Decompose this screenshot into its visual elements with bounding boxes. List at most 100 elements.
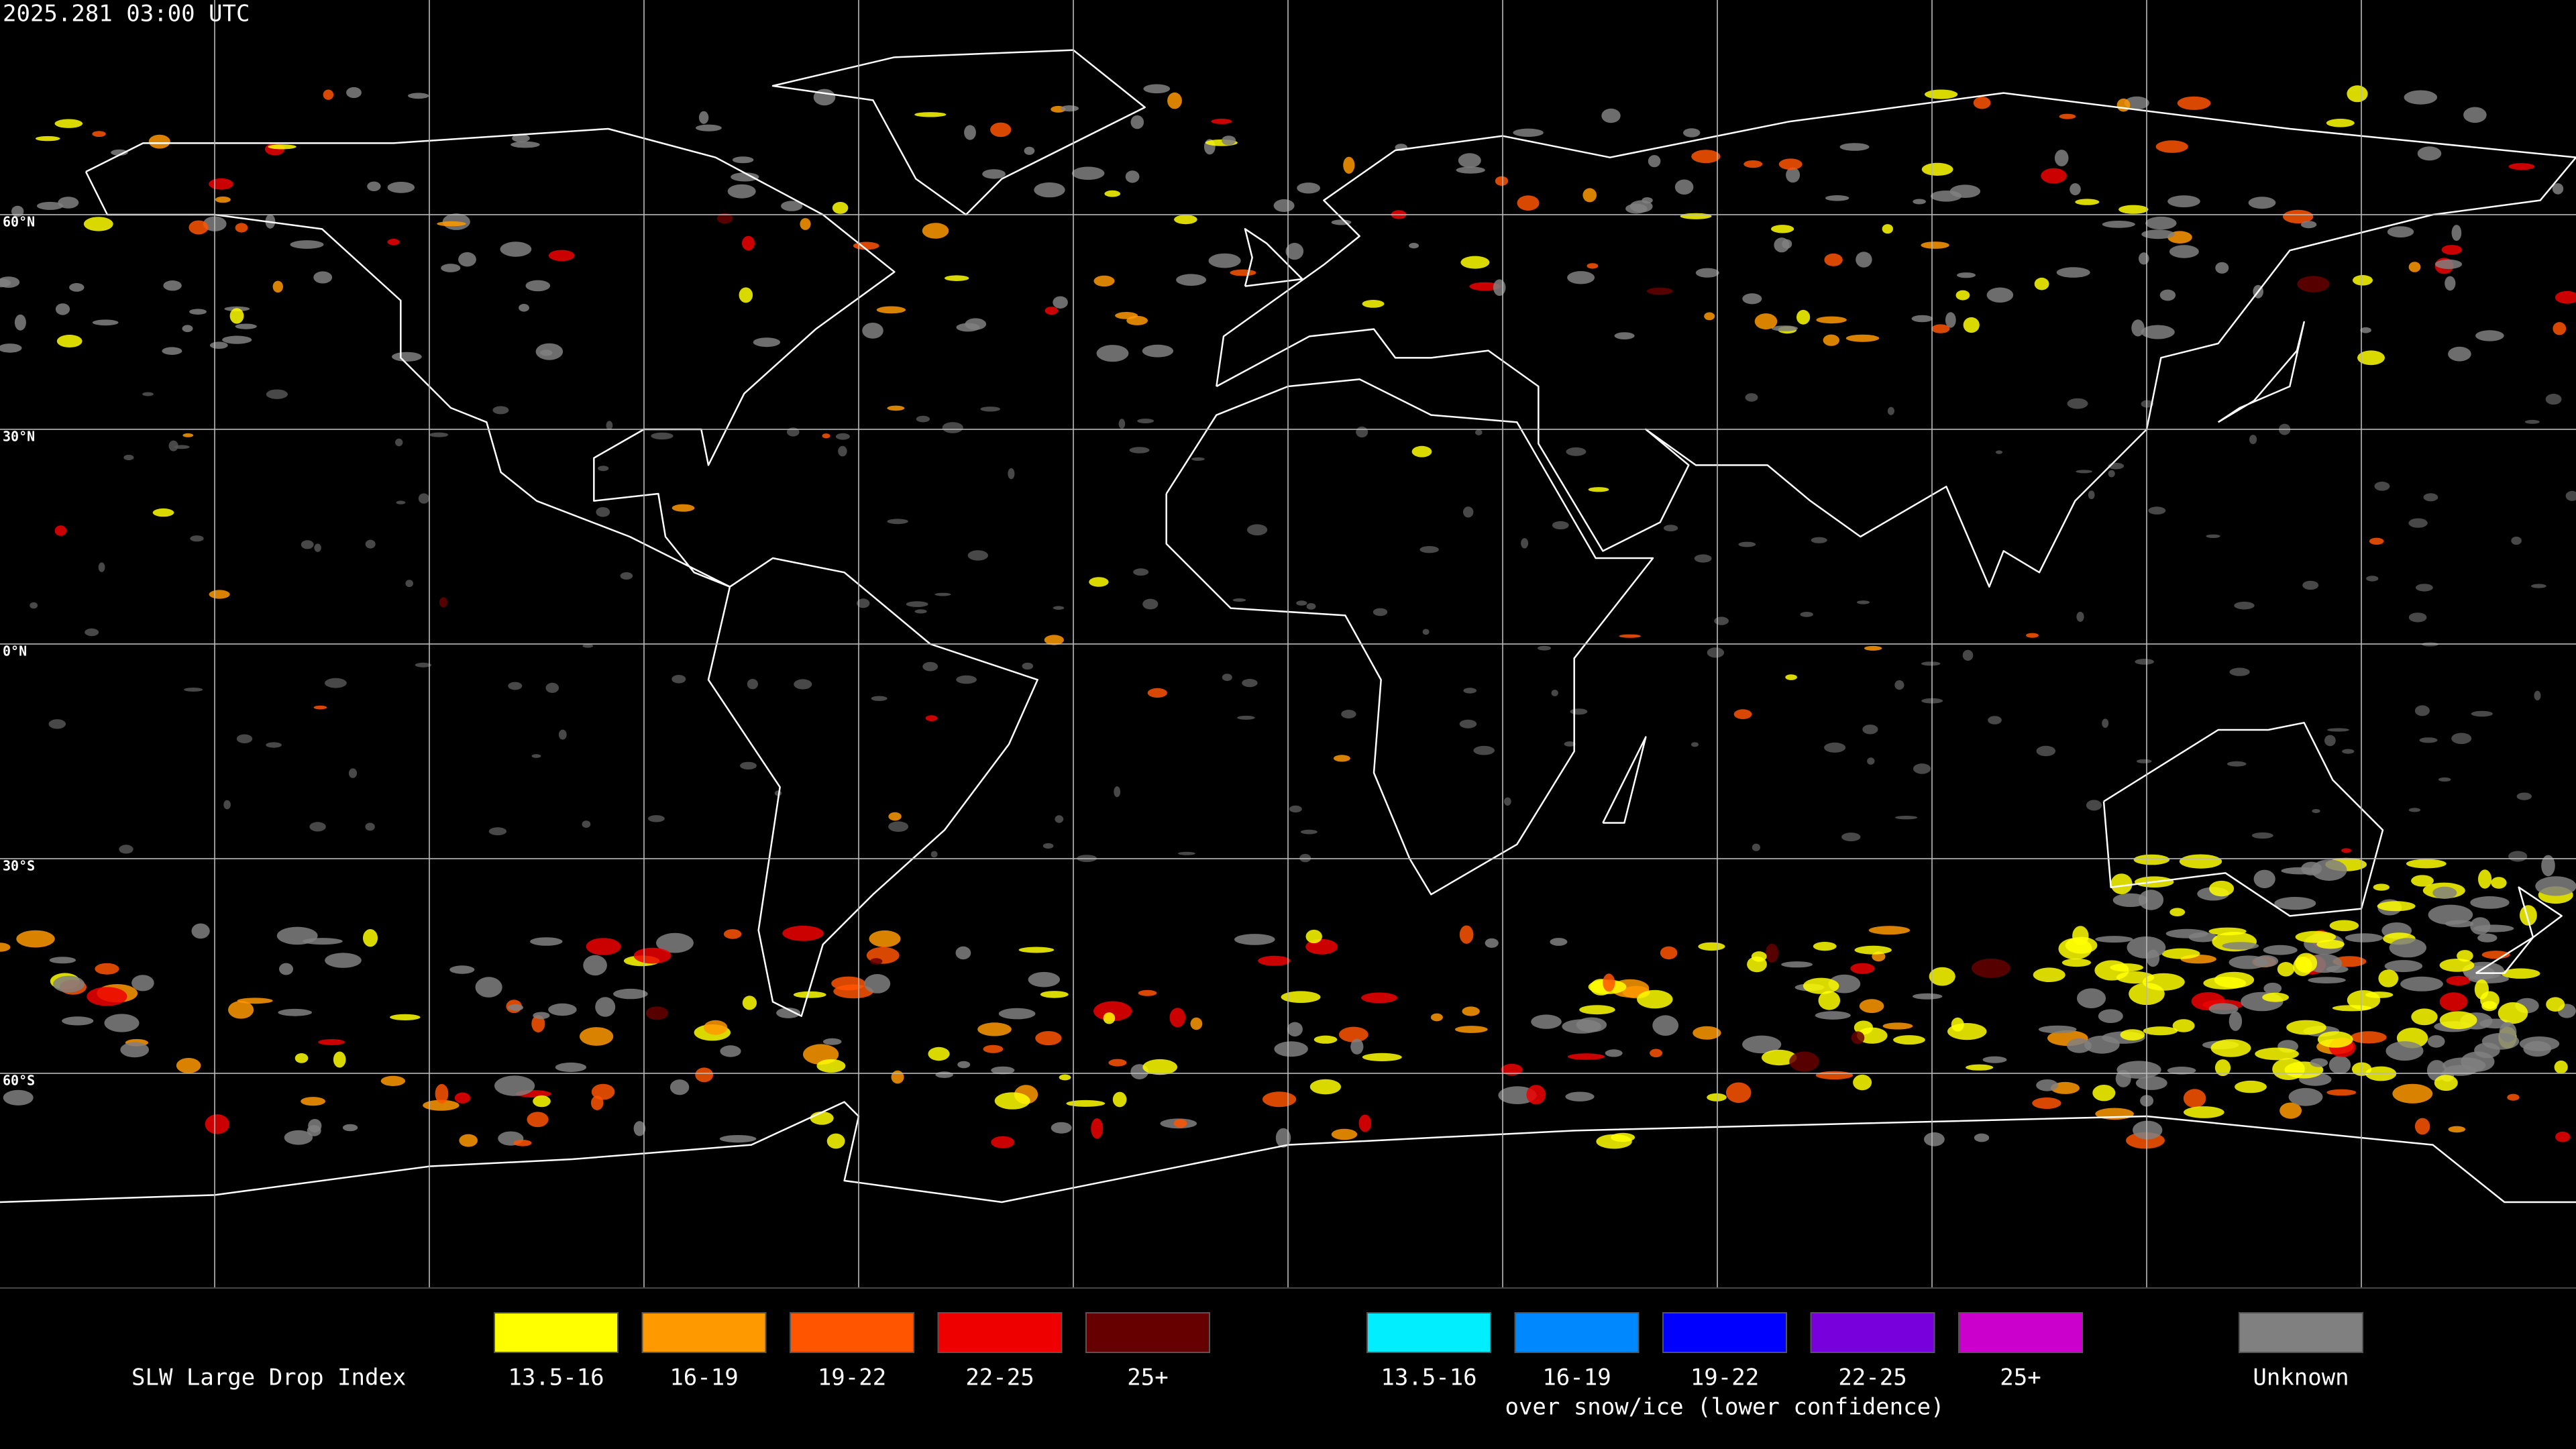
cloud-patch <box>2448 346 2471 362</box>
cloud-patch <box>1663 525 1678 532</box>
cloud-patch <box>2214 1059 2231 1077</box>
cloud-patch <box>2067 398 2088 409</box>
coastline <box>1602 736 1647 824</box>
cloud-patch <box>2110 963 2143 972</box>
cloud-patch <box>990 122 1012 138</box>
cloud-patch <box>30 602 38 609</box>
cloud-patch <box>1526 1085 1546 1105</box>
cloud-patch <box>325 953 362 968</box>
cloud-patch <box>1853 1074 1872 1091</box>
cloud-patch <box>1691 150 1721 164</box>
cloud-patch <box>387 239 400 246</box>
cloud-patch <box>2324 735 2336 747</box>
cloud-patch <box>2531 584 2546 588</box>
cloud-patch <box>2226 761 2247 767</box>
cloud-patch <box>1071 166 1105 180</box>
cloud-patch <box>945 275 969 282</box>
cloud-patch <box>934 592 951 596</box>
cloud-patch <box>887 519 908 525</box>
cloud-patch <box>1851 1031 1865 1044</box>
cloud-patch <box>396 500 406 504</box>
cloud-patch <box>1455 1026 1488 1033</box>
cloud-patch <box>58 197 79 209</box>
cloud-patch <box>2316 939 2345 949</box>
cloud-patch <box>2272 1058 2305 1080</box>
cloud-patch <box>2384 960 2423 973</box>
cloud-patch <box>1567 271 1595 284</box>
cloud-patch <box>1566 447 1587 456</box>
cloud-patch <box>1974 1133 1990 1142</box>
legend-label: 25+ <box>2000 1364 2041 1391</box>
cloud-patch <box>582 820 591 828</box>
cloud-patch <box>2481 1032 2520 1050</box>
cloud-patch <box>1785 674 1797 680</box>
cloud-patch <box>0 343 22 353</box>
cloud-patch <box>1485 938 1499 948</box>
cloud-patch <box>83 217 113 231</box>
cloud-patch <box>301 1097 325 1106</box>
cloud-patch <box>2439 959 2475 972</box>
cloud-patch <box>2059 113 2076 119</box>
cloud-patch <box>1603 973 1615 992</box>
cloud-patch <box>2098 1009 2123 1023</box>
cloud-patch <box>956 675 977 684</box>
legend-label: 25+ <box>1127 1364 1168 1391</box>
cloud-patch <box>1771 325 1799 331</box>
cloud-patch <box>2507 1093 2520 1101</box>
cloud-patch <box>228 1001 254 1019</box>
cloud-patch <box>2169 245 2199 258</box>
cloud-patch <box>2293 957 2312 976</box>
cloud-patch <box>793 991 826 998</box>
cloud-patch <box>1133 568 1149 576</box>
cloud-patch <box>35 136 60 142</box>
cloud-patch <box>2392 1083 2433 1104</box>
cloud-patch <box>580 1027 614 1046</box>
cloud-patch <box>1024 146 1035 155</box>
cloud-patch <box>583 955 607 976</box>
cloud-patch <box>1460 256 1490 269</box>
cloud-patch <box>1422 629 1430 635</box>
cloud-patch <box>1538 645 1551 651</box>
cloud-patch <box>85 628 99 637</box>
cloud-patch <box>1222 136 1236 146</box>
cloud-patch <box>276 926 318 945</box>
cloud-patch <box>1498 1086 1537 1104</box>
cloud-patch <box>2234 601 2255 610</box>
cloud-patch <box>822 1038 842 1045</box>
cloud-patch <box>1469 282 1501 291</box>
cloud-patch <box>2206 534 2220 538</box>
cloud-patch <box>832 202 849 214</box>
cloud-patch <box>2300 221 2317 229</box>
cloud-patch <box>2555 1131 2571 1142</box>
cloud-patch <box>1972 958 2010 978</box>
cloud-patch <box>1285 243 1304 260</box>
cloud-patch <box>1796 309 1811 325</box>
cloud-patch <box>209 341 228 349</box>
cloud-patch <box>964 125 976 140</box>
cloud-patch <box>606 421 613 430</box>
cloud-patch <box>2473 924 2514 932</box>
cloud-patch <box>723 929 742 939</box>
cloud-patch <box>2041 168 2067 184</box>
cloud-patch <box>545 682 559 693</box>
cloud-patch <box>54 119 83 128</box>
cloud-patch <box>1824 253 1843 266</box>
cloud-patch <box>2308 977 2346 983</box>
cloud-patch <box>2463 107 2487 123</box>
cloud-patch <box>586 938 621 955</box>
cloud-patch <box>16 930 55 948</box>
cloud-patch <box>2277 962 2295 977</box>
cloud-patch <box>392 352 422 362</box>
cloud-patch <box>95 963 119 975</box>
cloud-patch <box>1130 115 1144 129</box>
cloud-patch <box>2478 869 2492 889</box>
cloud-patch <box>1650 1049 1663 1058</box>
cloud-patch <box>598 466 609 472</box>
cloud-patch <box>1169 1008 1186 1028</box>
cloud-patch <box>2411 875 2434 887</box>
cloud-patch <box>313 705 327 710</box>
cloud-patch <box>1646 287 1673 295</box>
cloud-patch <box>2451 733 2472 745</box>
cloud-patch <box>672 504 695 512</box>
cloud-patch <box>2179 854 2222 869</box>
